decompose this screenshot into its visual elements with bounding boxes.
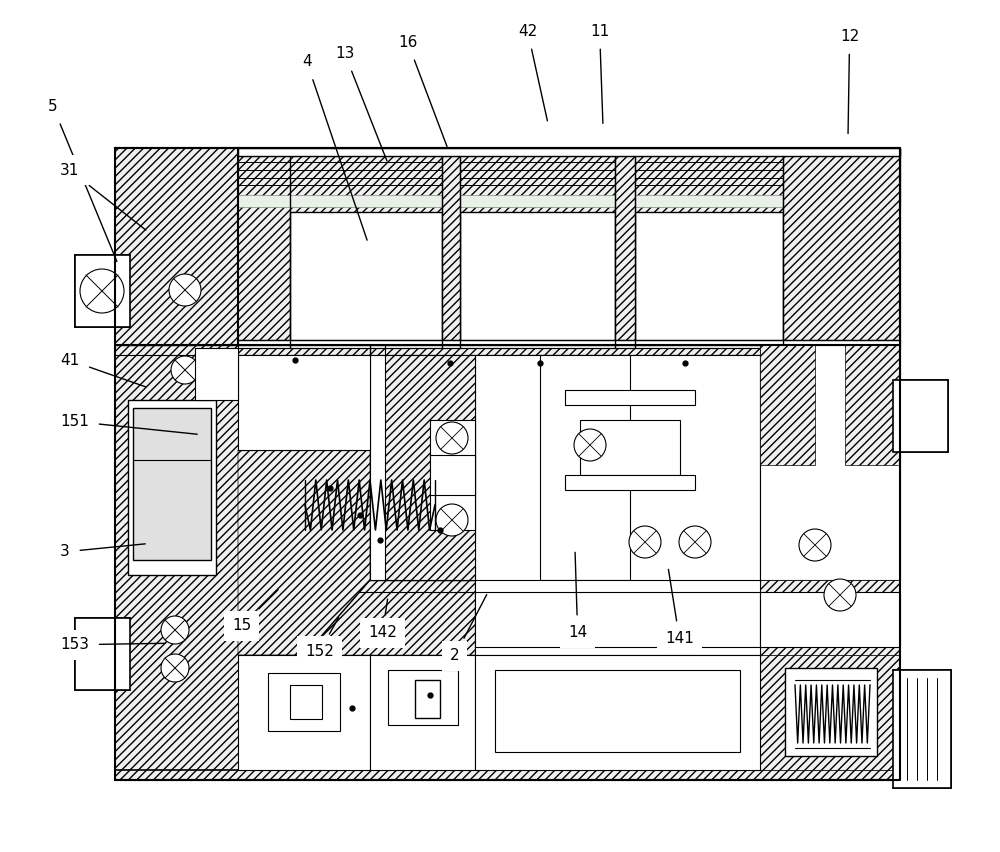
- Bar: [238, 355, 370, 450]
- Bar: [195, 348, 238, 400]
- Circle shape: [171, 356, 199, 384]
- Circle shape: [824, 579, 856, 611]
- Bar: [540, 355, 630, 580]
- Bar: [430, 455, 475, 495]
- Circle shape: [436, 422, 468, 454]
- Text: 16: 16: [398, 35, 447, 147]
- Bar: [475, 355, 760, 655]
- Circle shape: [161, 654, 189, 682]
- Bar: [495, 670, 740, 752]
- Bar: [238, 148, 900, 156]
- Bar: [238, 450, 370, 580]
- Bar: [845, 345, 900, 465]
- Circle shape: [169, 274, 201, 306]
- Bar: [238, 355, 373, 450]
- Text: 15: 15: [232, 590, 278, 634]
- Polygon shape: [238, 450, 370, 655]
- Text: 11: 11: [590, 24, 609, 124]
- Bar: [370, 355, 760, 580]
- Bar: [415, 680, 440, 718]
- Bar: [565, 390, 695, 405]
- Text: 3: 3: [60, 544, 145, 560]
- Circle shape: [679, 526, 711, 558]
- Bar: [475, 592, 760, 647]
- Text: 42: 42: [518, 24, 547, 121]
- Bar: [475, 655, 760, 770]
- Bar: [475, 655, 760, 770]
- Text: 2: 2: [450, 595, 487, 664]
- Text: 14: 14: [568, 552, 587, 641]
- Text: 152: 152: [305, 618, 339, 659]
- Bar: [238, 655, 370, 770]
- Bar: [540, 355, 630, 580]
- Text: 41: 41: [60, 353, 145, 387]
- Bar: [760, 580, 900, 655]
- Bar: [385, 355, 475, 580]
- Bar: [238, 148, 900, 156]
- Bar: [133, 408, 211, 560]
- Bar: [370, 655, 475, 770]
- Bar: [238, 340, 900, 348]
- Text: 151: 151: [60, 414, 197, 435]
- Bar: [238, 655, 370, 770]
- Bar: [760, 345, 900, 580]
- Bar: [268, 673, 340, 731]
- Bar: [760, 592, 900, 647]
- Bar: [475, 580, 760, 655]
- Bar: [893, 380, 948, 452]
- Text: 153: 153: [60, 637, 165, 653]
- Bar: [115, 148, 900, 780]
- Circle shape: [799, 529, 831, 561]
- Bar: [783, 148, 900, 343]
- Bar: [475, 580, 760, 655]
- Circle shape: [629, 526, 661, 558]
- Bar: [75, 618, 130, 690]
- Circle shape: [574, 429, 606, 461]
- Text: 4: 4: [302, 55, 367, 240]
- Bar: [430, 420, 475, 530]
- Bar: [128, 400, 216, 575]
- Bar: [565, 475, 695, 490]
- Bar: [460, 212, 615, 342]
- Bar: [290, 212, 442, 342]
- Bar: [290, 685, 322, 719]
- Bar: [195, 348, 238, 400]
- Text: 5: 5: [48, 99, 117, 262]
- Bar: [760, 655, 900, 770]
- Bar: [238, 355, 370, 450]
- Text: 142: 142: [368, 599, 397, 641]
- Bar: [75, 255, 130, 327]
- Bar: [785, 668, 877, 756]
- Circle shape: [80, 269, 124, 313]
- Text: 31: 31: [60, 163, 146, 230]
- Bar: [370, 655, 475, 770]
- Bar: [580, 420, 680, 475]
- Bar: [238, 148, 900, 206]
- Bar: [615, 148, 635, 343]
- Circle shape: [161, 616, 189, 644]
- Bar: [388, 670, 458, 725]
- Bar: [893, 670, 951, 788]
- Text: 13: 13: [335, 46, 387, 161]
- Text: 141: 141: [665, 569, 694, 647]
- Bar: [635, 212, 783, 342]
- Bar: [442, 148, 460, 343]
- Bar: [760, 345, 815, 465]
- Text: 12: 12: [840, 29, 859, 134]
- Circle shape: [436, 504, 468, 536]
- Bar: [238, 195, 900, 207]
